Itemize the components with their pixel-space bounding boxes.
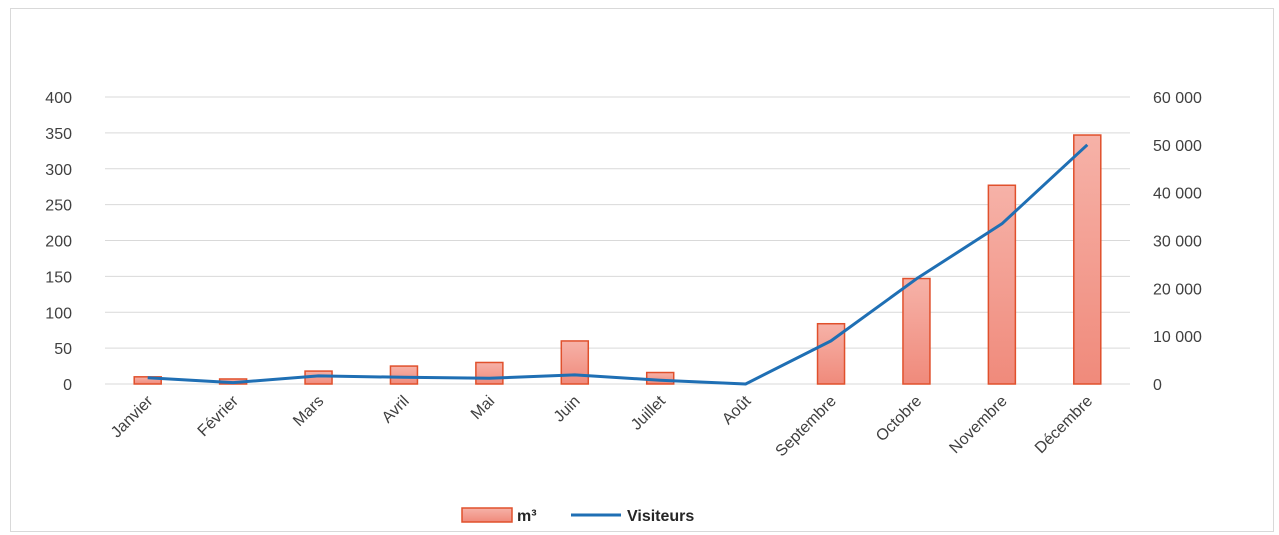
right-tick-label: 40 000 (1153, 186, 1202, 203)
bar-series (133, 134, 1102, 385)
left-tick-label: 250 (45, 198, 72, 215)
left-tick-label: 0 (63, 377, 72, 394)
legend-label-line: Visiteurs (627, 508, 694, 525)
right-tick-label: 10 000 (1153, 329, 1202, 346)
right-tick-label: 60 000 (1153, 90, 1202, 107)
line-series (147, 143, 1089, 386)
bar (902, 277, 931, 385)
chart-frame (10, 8, 1274, 532)
right-tick-label: 30 000 (1153, 234, 1202, 251)
bar (1073, 134, 1102, 385)
left-tick-label: 150 (45, 269, 72, 286)
x-axis-labels: Janvier Février Mars Avril Mai Juin Juillet Aoû… (108, 392, 1096, 460)
left-tick-label: 400 (45, 90, 72, 107)
bar (987, 184, 1017, 385)
gridlines (105, 96, 1130, 385)
x-tick-label: Mai (468, 393, 498, 423)
legend-swatch-bar (461, 507, 513, 523)
x-tick-label: Juin (551, 393, 584, 426)
legend: m³ Visiteurs (461, 507, 694, 525)
left-tick-label: 50 (54, 341, 72, 358)
x-tick-label: Juillet (628, 392, 669, 433)
x-tick-label: Mars (290, 393, 327, 430)
bar (133, 376, 162, 385)
right-tick-label: 20 000 (1153, 281, 1202, 298)
x-tick-label: Septembre (773, 393, 840, 460)
left-tick-label: 200 (45, 234, 72, 251)
right-tick-label: 0 (1153, 377, 1162, 394)
x-tick-label: Janvier (108, 392, 157, 441)
x-tick-label: Avril (379, 393, 413, 427)
x-tick-label: Août (719, 392, 755, 428)
left-tick-label: 100 (45, 305, 72, 322)
series-line-visiteurs (147, 143, 1089, 386)
x-tick-label: Novembre (946, 393, 1010, 457)
x-tick-label: Février (195, 392, 243, 440)
x-tick-label: Décembre (1032, 393, 1096, 457)
legend-label-bar: m³ (517, 508, 537, 525)
x-tick-label: Octobre (873, 393, 925, 445)
right-axis-ticks: 0 10 000 20 000 30 000 40 000 50 000 60 000 (1153, 90, 1202, 394)
bar (560, 340, 590, 385)
left-axis-ticks: 0 50 100 150 200 250 300 350 400 (45, 90, 72, 394)
right-tick-label: 50 000 (1153, 138, 1202, 155)
bar (389, 365, 419, 385)
left-tick-label: 350 (45, 126, 72, 143)
bar (475, 361, 504, 385)
left-tick-label: 300 (45, 162, 72, 179)
